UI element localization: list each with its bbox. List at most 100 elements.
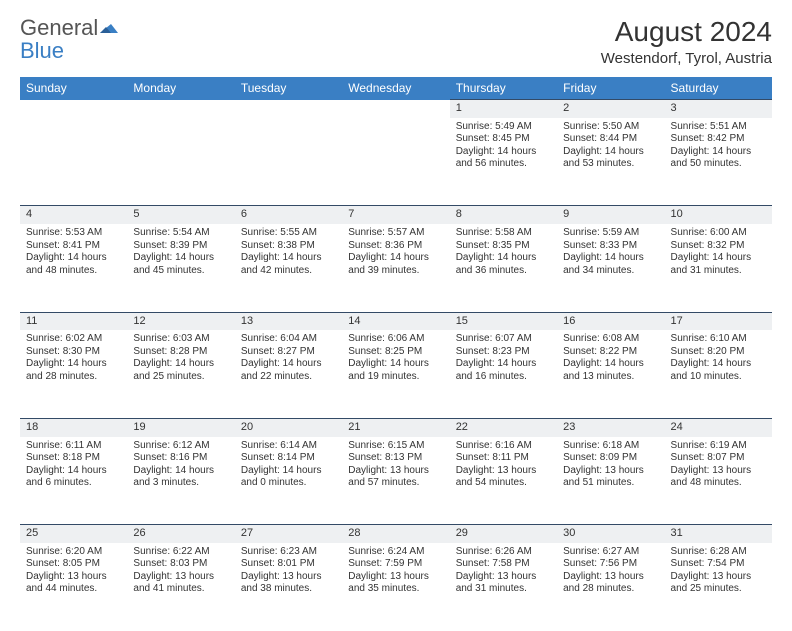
sunset-text: Sunset: 7:56 PM — [563, 558, 658, 571]
day-detail-cell: Sunrise: 5:49 AMSunset: 8:45 PMDaylight:… — [450, 118, 557, 206]
day-number-cell: 23 — [557, 418, 664, 436]
sunset-text: Sunset: 7:54 PM — [671, 558, 766, 571]
sunrise-text: Sunrise: 5:50 AM — [563, 121, 658, 134]
sunrise-text: Sunrise: 5:51 AM — [671, 121, 766, 134]
sunset-text: Sunset: 8:28 PM — [133, 346, 228, 359]
sunset-text: Sunset: 8:44 PM — [563, 133, 658, 146]
daylight-text: Daylight: 14 hours and 31 minutes. — [671, 252, 766, 277]
day-number-cell: 3 — [665, 100, 772, 118]
logo-text-2: Blue — [20, 38, 64, 63]
daylight-text: Daylight: 13 hours and 41 minutes. — [133, 571, 228, 596]
day-detail-cell: Sunrise: 6:03 AMSunset: 8:28 PMDaylight:… — [127, 330, 234, 418]
daylight-text: Daylight: 13 hours and 25 minutes. — [671, 571, 766, 596]
sunrise-text: Sunrise: 6:24 AM — [348, 546, 443, 559]
day-detail-cell: Sunrise: 6:23 AMSunset: 8:01 PMDaylight:… — [235, 543, 342, 631]
weekday-header: Saturday — [665, 77, 772, 100]
sunrise-text: Sunrise: 6:28 AM — [671, 546, 766, 559]
sunrise-text: Sunrise: 6:08 AM — [563, 333, 658, 346]
day-number-cell — [20, 100, 127, 118]
day-number-cell: 15 — [450, 312, 557, 330]
day-number-cell: 13 — [235, 312, 342, 330]
daylight-text: Daylight: 14 hours and 53 minutes. — [563, 146, 658, 171]
weekday-header: Tuesday — [235, 77, 342, 100]
day-detail-cell: Sunrise: 6:11 AMSunset: 8:18 PMDaylight:… — [20, 437, 127, 525]
day-number-cell: 5 — [127, 206, 234, 224]
sunrise-text: Sunrise: 6:04 AM — [241, 333, 336, 346]
day-detail-cell: Sunrise: 6:26 AMSunset: 7:58 PMDaylight:… — [450, 543, 557, 631]
daylight-text: Daylight: 13 hours and 57 minutes. — [348, 465, 443, 490]
day-number-cell: 29 — [450, 525, 557, 543]
day-detail-cell: Sunrise: 5:54 AMSunset: 8:39 PMDaylight:… — [127, 224, 234, 312]
day-detail-cell: Sunrise: 6:14 AMSunset: 8:14 PMDaylight:… — [235, 437, 342, 525]
day-number-row: 45678910 — [20, 206, 772, 224]
daylight-text: Daylight: 13 hours and 51 minutes. — [563, 465, 658, 490]
sunrise-text: Sunrise: 6:02 AM — [26, 333, 121, 346]
sunrise-text: Sunrise: 6:27 AM — [563, 546, 658, 559]
sunrise-text: Sunrise: 6:16 AM — [456, 440, 551, 453]
sunset-text: Sunset: 8:27 PM — [241, 346, 336, 359]
weekday-header: Sunday — [20, 77, 127, 100]
day-number-cell: 14 — [342, 312, 449, 330]
daylight-text: Daylight: 13 hours and 38 minutes. — [241, 571, 336, 596]
day-detail-cell: Sunrise: 6:20 AMSunset: 8:05 PMDaylight:… — [20, 543, 127, 631]
day-number-row: 11121314151617 — [20, 312, 772, 330]
sunset-text: Sunset: 8:07 PM — [671, 452, 766, 465]
sunrise-text: Sunrise: 5:59 AM — [563, 227, 658, 240]
sunrise-text: Sunrise: 6:10 AM — [671, 333, 766, 346]
logo: GeneralBlue — [20, 16, 122, 62]
sunrise-text: Sunrise: 6:19 AM — [671, 440, 766, 453]
sunrise-text: Sunrise: 5:58 AM — [456, 227, 551, 240]
sunrise-text: Sunrise: 6:12 AM — [133, 440, 228, 453]
header: GeneralBlue August 2024 Westendorf, Tyro… — [20, 16, 772, 67]
sunset-text: Sunset: 8:18 PM — [26, 452, 121, 465]
weekday-header-row: SundayMondayTuesdayWednesdayThursdayFrid… — [20, 77, 772, 100]
sunset-text: Sunset: 8:11 PM — [456, 452, 551, 465]
daylight-text: Daylight: 14 hours and 13 minutes. — [563, 358, 658, 383]
day-detail-cell: Sunrise: 6:24 AMSunset: 7:59 PMDaylight:… — [342, 543, 449, 631]
sunrise-text: Sunrise: 5:54 AM — [133, 227, 228, 240]
day-detail-cell: Sunrise: 6:15 AMSunset: 8:13 PMDaylight:… — [342, 437, 449, 525]
day-number-row: 123 — [20, 100, 772, 118]
day-detail-row: Sunrise: 6:20 AMSunset: 8:05 PMDaylight:… — [20, 543, 772, 631]
daylight-text: Daylight: 14 hours and 28 minutes. — [26, 358, 121, 383]
sunset-text: Sunset: 8:45 PM — [456, 133, 551, 146]
day-number-cell: 28 — [342, 525, 449, 543]
sunrise-text: Sunrise: 6:03 AM — [133, 333, 228, 346]
daylight-text: Daylight: 13 hours and 48 minutes. — [671, 465, 766, 490]
day-detail-cell: Sunrise: 6:27 AMSunset: 7:56 PMDaylight:… — [557, 543, 664, 631]
day-detail-cell: Sunrise: 6:10 AMSunset: 8:20 PMDaylight:… — [665, 330, 772, 418]
day-number-cell: 1 — [450, 100, 557, 118]
daylight-text: Daylight: 14 hours and 19 minutes. — [348, 358, 443, 383]
day-detail-cell: Sunrise: 6:19 AMSunset: 8:07 PMDaylight:… — [665, 437, 772, 525]
daylight-text: Daylight: 14 hours and 50 minutes. — [671, 146, 766, 171]
sunrise-text: Sunrise: 5:57 AM — [348, 227, 443, 240]
sunrise-text: Sunrise: 6:23 AM — [241, 546, 336, 559]
daylight-text: Daylight: 14 hours and 39 minutes. — [348, 252, 443, 277]
daylight-text: Daylight: 14 hours and 10 minutes. — [671, 358, 766, 383]
daylight-text: Daylight: 14 hours and 25 minutes. — [133, 358, 228, 383]
day-number-cell: 25 — [20, 525, 127, 543]
daylight-text: Daylight: 13 hours and 28 minutes. — [563, 571, 658, 596]
logo-flag-icon — [100, 16, 122, 39]
day-detail-cell: Sunrise: 6:22 AMSunset: 8:03 PMDaylight:… — [127, 543, 234, 631]
day-detail-cell: Sunrise: 5:50 AMSunset: 8:44 PMDaylight:… — [557, 118, 664, 206]
sunset-text: Sunset: 8:32 PM — [671, 240, 766, 253]
sunrise-text: Sunrise: 6:26 AM — [456, 546, 551, 559]
daylight-text: Daylight: 13 hours and 35 minutes. — [348, 571, 443, 596]
daylight-text: Daylight: 14 hours and 36 minutes. — [456, 252, 551, 277]
sunset-text: Sunset: 8:20 PM — [671, 346, 766, 359]
daylight-text: Daylight: 14 hours and 3 minutes. — [133, 465, 228, 490]
day-detail-row: Sunrise: 6:11 AMSunset: 8:18 PMDaylight:… — [20, 437, 772, 525]
day-number-cell: 9 — [557, 206, 664, 224]
day-number-cell: 26 — [127, 525, 234, 543]
weekday-header: Wednesday — [342, 77, 449, 100]
daylight-text: Daylight: 14 hours and 48 minutes. — [26, 252, 121, 277]
sunrise-text: Sunrise: 6:14 AM — [241, 440, 336, 453]
day-detail-cell: Sunrise: 6:04 AMSunset: 8:27 PMDaylight:… — [235, 330, 342, 418]
daylight-text: Daylight: 14 hours and 45 minutes. — [133, 252, 228, 277]
daylight-text: Daylight: 14 hours and 42 minutes. — [241, 252, 336, 277]
sunset-text: Sunset: 8:41 PM — [26, 240, 121, 253]
day-number-cell: 7 — [342, 206, 449, 224]
day-number-cell: 22 — [450, 418, 557, 436]
sunset-text: Sunset: 8:22 PM — [563, 346, 658, 359]
